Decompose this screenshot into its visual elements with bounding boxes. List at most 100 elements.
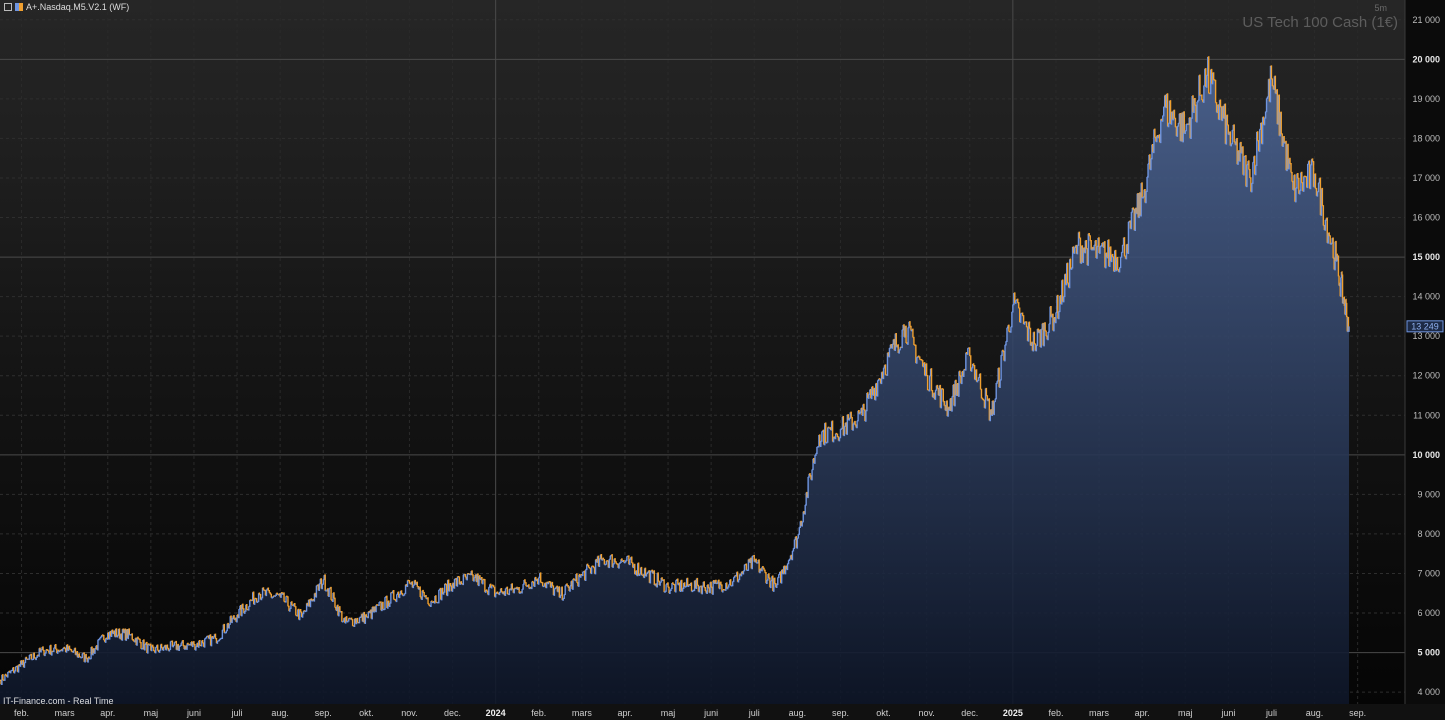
price-segment — [474, 574, 476, 579]
price-segment — [1276, 89, 1279, 125]
price-segment — [1229, 131, 1232, 146]
price-segment — [652, 570, 655, 574]
indicator-legend[interactable]: A+.Nasdaq.M5.V2.1 (WF) — [4, 2, 129, 12]
price-segment — [299, 609, 302, 613]
price-segment — [1051, 314, 1053, 318]
price-segment — [169, 641, 172, 651]
price-segment — [1028, 321, 1031, 329]
price-segment — [661, 577, 663, 581]
price-segment — [450, 585, 453, 592]
price-segment — [1341, 271, 1343, 276]
price-segment — [883, 365, 886, 369]
price-segment — [886, 352, 889, 376]
price-segment — [477, 573, 479, 586]
price-segment — [437, 589, 440, 604]
price-segment — [778, 571, 781, 576]
price-segment — [427, 597, 429, 605]
price-segment — [107, 632, 110, 639]
price-segment — [726, 586, 729, 590]
price-segment — [779, 571, 782, 583]
price-segment — [421, 590, 423, 601]
price-segment — [171, 640, 174, 647]
price-segment — [1163, 95, 1166, 108]
price-segment — [842, 416, 845, 436]
price-segment — [443, 583, 446, 593]
price-segment — [1113, 250, 1116, 273]
price-segment — [240, 604, 243, 617]
price-segment — [184, 646, 186, 650]
price-segment — [537, 577, 540, 585]
price-segment — [764, 569, 766, 573]
price-segment — [175, 640, 178, 650]
price-segment — [965, 352, 968, 355]
x-tick-label: aug. — [789, 708, 807, 718]
price-segment — [1191, 95, 1193, 119]
price-segment — [581, 571, 584, 577]
price-segment — [424, 595, 426, 598]
price-segment — [28, 655, 31, 660]
price-segment — [300, 611, 303, 617]
price-segment — [180, 642, 182, 646]
price-segment — [857, 410, 859, 422]
price-segment — [1329, 235, 1331, 245]
price-segment — [1269, 66, 1272, 103]
price-segment — [1258, 129, 1261, 152]
price-segment — [1130, 211, 1133, 230]
price-segment — [565, 584, 567, 587]
price-segment — [634, 570, 637, 575]
price-segment — [1126, 243, 1129, 254]
price-segment — [1101, 242, 1104, 248]
price-segment — [751, 556, 753, 570]
price-segment — [143, 639, 145, 650]
price-segment — [1232, 125, 1234, 131]
price-segment — [923, 362, 926, 376]
price-segment — [387, 600, 390, 607]
price-segment — [596, 556, 599, 563]
price-segment — [1330, 243, 1332, 245]
price-segment — [363, 611, 366, 624]
price-segment — [358, 617, 361, 624]
y-tick-label: 11 000 — [1413, 410, 1440, 420]
x-axis: feb. mars apr. maj juni juli aug. sep. okt. nov. d… — [0, 704, 1445, 720]
price-segment — [793, 539, 796, 549]
price-segment — [442, 592, 445, 595]
price-segment — [272, 595, 274, 598]
price-segment — [335, 606, 337, 611]
price-segment — [4, 673, 7, 676]
price-segment — [1297, 177, 1300, 194]
price-segment — [182, 639, 184, 646]
price-segment — [414, 579, 417, 585]
price-segment — [1037, 328, 1040, 333]
price-segment — [7, 671, 10, 673]
price-segment — [456, 576, 459, 587]
price-segment — [846, 414, 849, 435]
price-segment — [281, 591, 283, 595]
price-segment — [995, 383, 997, 400]
price-segment — [538, 573, 541, 579]
price-segment — [174, 641, 177, 643]
price-segment — [1235, 138, 1237, 146]
price-segment — [353, 618, 356, 628]
x-tick-label: nov. — [918, 708, 934, 718]
price-segment — [798, 527, 801, 535]
price-segment — [732, 577, 735, 583]
price-segment — [1323, 224, 1326, 230]
price-segment — [1236, 138, 1238, 165]
price-segment — [238, 608, 240, 619]
price-segment — [1171, 111, 1174, 120]
price-segment — [38, 648, 40, 657]
price-segment — [268, 590, 271, 593]
price-segment — [1168, 100, 1171, 124]
price-segment — [1193, 98, 1195, 114]
price-segment — [378, 602, 380, 606]
price-segment — [195, 643, 198, 648]
price-segment — [478, 575, 481, 580]
price-segment — [1240, 141, 1242, 153]
price-segment — [309, 599, 312, 608]
price-segment — [179, 645, 181, 647]
price-segment — [523, 579, 525, 585]
price-segment — [68, 645, 71, 650]
price-segment — [666, 583, 668, 586]
price-segment — [287, 605, 290, 612]
